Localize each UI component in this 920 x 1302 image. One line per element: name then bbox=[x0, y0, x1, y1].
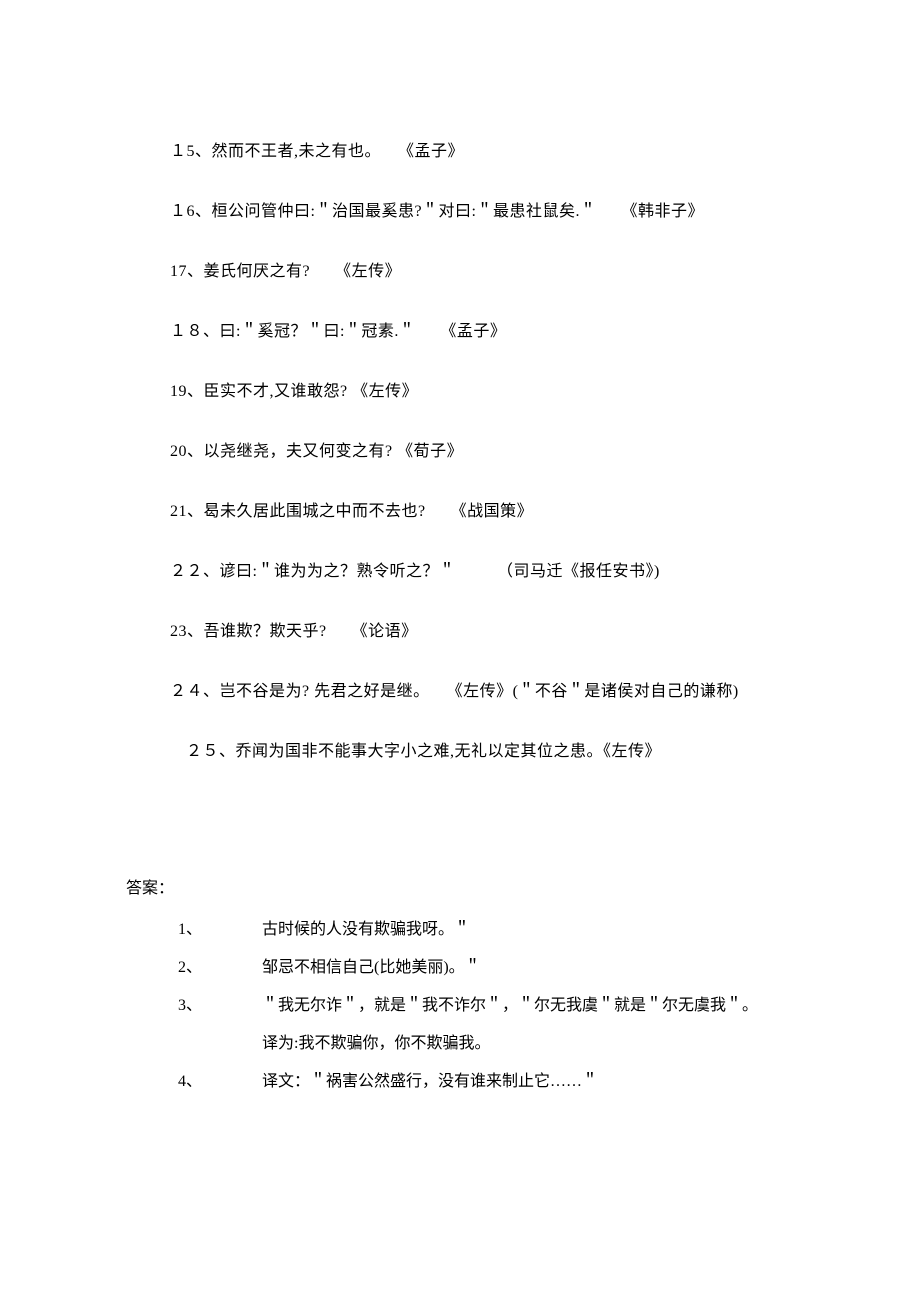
question-line-24: ２４、岂不谷是为? 先君之好是继。 《左传》(＂不谷＂是诸侯对自己的谦称) bbox=[170, 680, 800, 704]
question-line-25: ２５、乔闻为国非不能事大字小之难,无礼以定其位之患。《左传》 bbox=[170, 740, 800, 764]
answer-row-3: 3、 ＂我无尔诈＂，就是＂我不诈尔＂，＂尔无我虞＂就是＂尔无虞我＂。 译为:我不… bbox=[170, 994, 800, 1056]
question-line-15: １5、然而不王者,未之有也。 《孟子》 bbox=[170, 140, 800, 164]
document-page: １5、然而不王者,未之有也。 《孟子》 １6、桓公问管仲曰:＂治国最奚患?＂对曰… bbox=[0, 0, 920, 1302]
answer-number: 1、 bbox=[170, 918, 222, 942]
answer-row-2: 2、 邹忌不相信自己(比她美丽)。＂ bbox=[170, 956, 800, 980]
answer-text: 古时候的人没有欺骗我呀。＂ bbox=[222, 918, 800, 942]
answer-text: 译文：＂祸害公然盛行，没有谁来制止它……＂ bbox=[222, 1070, 800, 1094]
answer-text-line1: ＂我无尔诈＂，就是＂我不诈尔＂，＂尔无我虞＂就是＂尔无虞我＂。 bbox=[262, 997, 758, 1014]
answer-row-4: 4、 译文：＂祸害公然盛行，没有谁来制止它……＂ bbox=[170, 1070, 800, 1094]
question-line-20: 20、以尧继尧，夫又何变之有? 《荀子》 bbox=[170, 440, 800, 464]
answers-heading: 答案： bbox=[126, 874, 800, 898]
question-line-16: １6、桓公问管仲曰:＂治国最奚患?＂对曰:＂最患社鼠矣.＂ 《韩非子》 bbox=[170, 200, 800, 224]
question-line-17: 17、姜氏何厌之有? 《左传》 bbox=[170, 260, 800, 284]
question-line-19: 19、臣实不才,又谁敢怨? 《左传》 bbox=[170, 380, 800, 404]
question-line-21: 21、曷未久居此围城之中而不去也? 《战国策》 bbox=[170, 500, 800, 524]
answer-row-1: 1、 古时候的人没有欺骗我呀。＂ bbox=[170, 918, 800, 942]
answer-text: ＂我无尔诈＂，就是＂我不诈尔＂，＂尔无我虞＂就是＂尔无虞我＂。 译为:我不欺骗你… bbox=[222, 994, 800, 1056]
answer-number: 2、 bbox=[170, 956, 222, 980]
answer-text: 邹忌不相信自己(比她美丽)。＂ bbox=[222, 956, 800, 980]
question-line-22: ２２、谚曰:＂谁为为之？熟令听之？＂ （司马迁《报任安书》) bbox=[170, 560, 800, 584]
answer-number: 3、 bbox=[170, 994, 222, 1056]
question-line-18: １８、曰:＂奚冠？＂曰:＂冠素.＂ 《孟子》 bbox=[170, 320, 800, 344]
answer-number: 4、 bbox=[170, 1070, 222, 1094]
question-line-23: 23、吾谁欺？欺天乎? 《论语》 bbox=[170, 620, 800, 644]
answer-text-line2: 译为:我不欺骗你，你不欺骗我。 bbox=[262, 1032, 800, 1056]
